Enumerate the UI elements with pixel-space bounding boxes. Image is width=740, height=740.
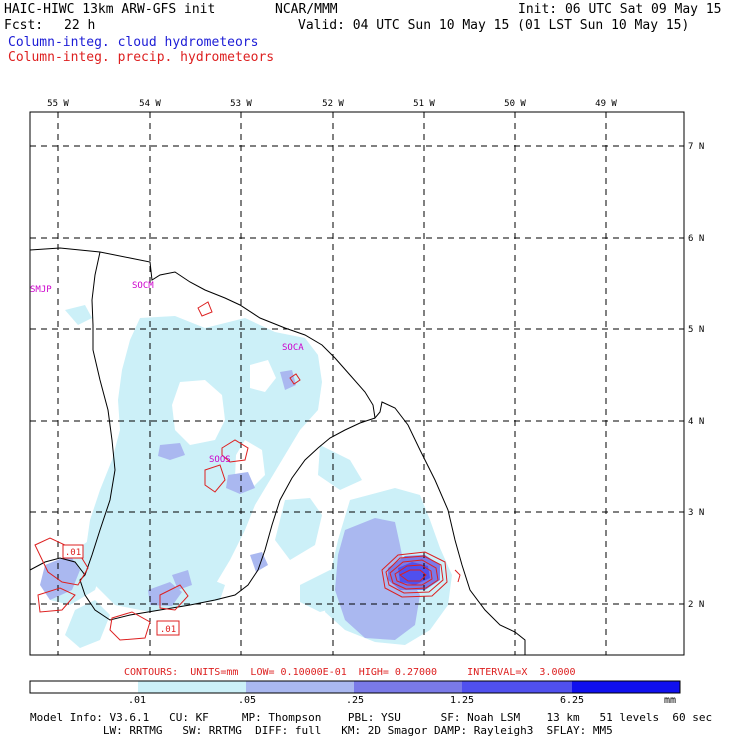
- field-precip-title: Column-integ. precip. hydrometeors: [8, 50, 275, 65]
- colorbar-unit: mm: [664, 695, 677, 706]
- hydrometeor-fields: [40, 305, 452, 648]
- map-frame: [29, 111, 685, 656]
- colorbar-segment: [572, 681, 680, 693]
- colorbar-segment: [30, 681, 138, 693]
- lat-label: 2 N: [688, 600, 704, 610]
- colorbar-tick: .25: [346, 695, 365, 706]
- lat-lon-grid: [30, 112, 684, 655]
- model-info-line2: LW: RRTMG SW: RRTMG DIFF: full KM: 2D Sm…: [30, 724, 613, 737]
- lon-label: 51 W: [413, 99, 435, 109]
- field-cloud-title: Column-integ. cloud hydrometeors: [8, 35, 259, 50]
- colorbar-segment: [246, 681, 354, 693]
- lat-label: 3 N: [688, 508, 704, 518]
- lon-label: 50 W: [504, 99, 526, 109]
- lon-label: 55 W: [47, 99, 69, 109]
- colorbar-tick: .01: [128, 695, 147, 706]
- lat-label: 7 N: [688, 142, 704, 152]
- colorbar-segment: [462, 681, 572, 693]
- colorbar-tick: 6.25: [560, 695, 585, 706]
- forecast-hour: 22 h: [64, 18, 96, 33]
- lon-label: 52 W: [322, 99, 344, 109]
- forecast-label: Fcst:: [4, 18, 44, 33]
- model-title: HAIC-HIWC 13km ARW-GFS init: [4, 2, 216, 17]
- contour-label-box: [62, 544, 84, 559]
- station-smjp: SMJP: [30, 285, 52, 295]
- lon-label: 49 W: [595, 99, 617, 109]
- lat-label: 6 N: [688, 234, 704, 244]
- colorbar-segment: [354, 681, 462, 693]
- station-labels: SMJP SOCM SOCA SOOS: [30, 281, 304, 465]
- medium-cloud-shading: [40, 370, 420, 640]
- station-soos: SOOS: [209, 455, 231, 465]
- lat-label: 4 N: [688, 417, 704, 427]
- colorbar-frame: [29, 680, 681, 694]
- contour-label: .01: [65, 548, 81, 558]
- latitude-axis: 7 N 6 N 5 N 4 N 3 N 2 N: [688, 142, 704, 610]
- org-label: NCAR/MMM: [275, 2, 338, 17]
- station-soca: SOCA: [282, 343, 304, 353]
- precip-contours: [34, 301, 461, 641]
- lon-label: 53 W: [230, 99, 252, 109]
- colorbar: [29, 680, 681, 694]
- lon-label: 54 W: [139, 99, 161, 109]
- lat-label: 5 N: [688, 325, 704, 335]
- longitude-axis: 55 W 54 W 53 W 52 W 51 W 50 W 49 W: [47, 99, 617, 109]
- colorbar-segment: [138, 681, 246, 693]
- contour-label-box: [156, 620, 180, 636]
- colorbar-tick: 1.25: [450, 695, 475, 706]
- colorbar-tick: .05: [238, 695, 257, 706]
- station-socm: SOCM: [132, 281, 154, 291]
- init-time: Init: 06 UTC Sat 09 May 15: [518, 2, 722, 17]
- contour-label: .01: [160, 625, 176, 635]
- model-info-line1: Model Info: V3.6.1 CU: KF MP: Thompson P…: [30, 711, 713, 724]
- valid-time: Valid: 04 UTC Sun 10 May 15 (01 LST Sun …: [298, 18, 690, 33]
- cloud-gaps: [172, 360, 276, 490]
- coastline: [30, 247, 526, 655]
- contour-spec: CONTOURS: UNITS=mm LOW= 0.10000E-01 HIGH…: [124, 667, 576, 678]
- contour-value-labels: .01 .01: [62, 544, 180, 636]
